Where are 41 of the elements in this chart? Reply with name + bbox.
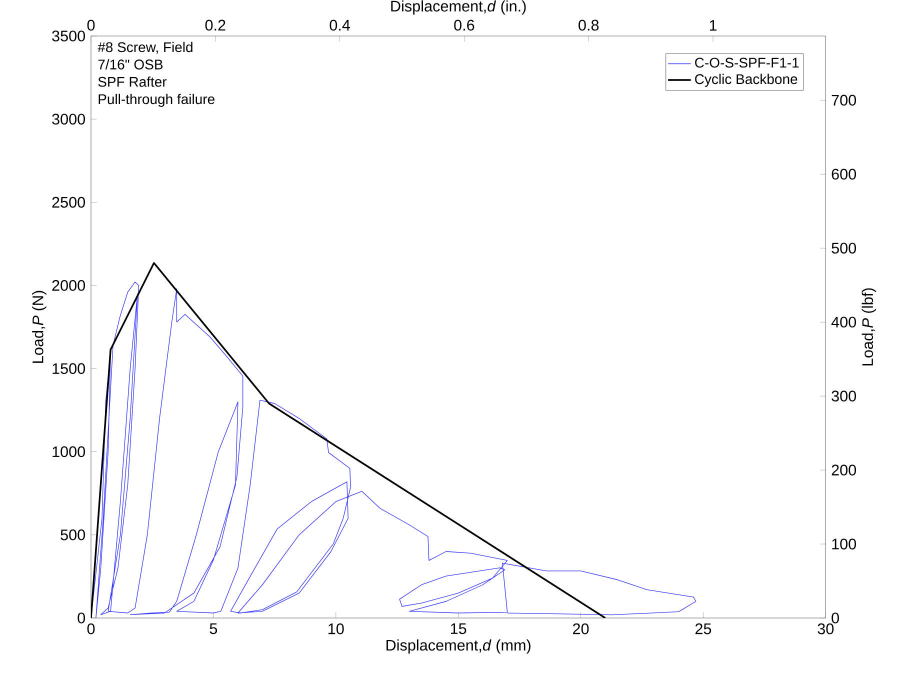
x-tick-label: 10 [328,623,344,634]
annotation: 7/16" OSB [98,59,163,70]
y2-tick-label: 300 [832,390,856,402]
y-tick-label: 2500 [52,196,86,208]
y2-tick-label: 700 [832,94,856,106]
y-tick-label: 3500 [52,30,86,42]
y2-tick-label: 0 [832,612,839,624]
x2-tick-label: 0 [87,20,95,31]
x-axis-title: Displacement,d (mm) [386,639,530,654]
x-tick-label: 0 [87,623,95,634]
y-tick-label: 2000 [52,280,86,291]
y-tick-label: 1000 [52,446,86,458]
legend-label: C-O-S-SPF-F1-1 [695,58,799,68]
x2-tick-label: 1 [710,20,717,31]
x2-tick-label: 0.6 [454,20,474,31]
legend-label: Cyclic Backbone [695,74,798,87]
annotation: SPF Rafter [98,76,167,87]
annotation: Pull-through failure [98,94,214,107]
x-tick-label: 20 [573,623,589,634]
y-tick-label: 1500 [52,363,86,374]
y2-tick-label: 400 [831,316,856,328]
y2-tick-label: 500 [832,242,856,254]
y2-axis-title: Load,P (lbf) [862,288,876,366]
y-tick-label: 0 [78,612,86,624]
y-tick-label: 3000 [52,114,86,125]
y2-tick-label: 600 [832,168,856,180]
y-tick-label: 500 [60,529,86,540]
x2-tick-label: 0.2 [205,20,226,31]
y-axis-title: Load,P (N) [32,290,46,363]
x-tick-label: 30 [818,623,834,634]
x2-tick-label: 0.4 [330,20,350,31]
line-series [91,282,696,618]
x2-axis-title: Displacement,d (in.) [391,0,526,15]
line-series [91,262,606,618]
x-tick-label: 25 [695,623,712,634]
x-tick-label: 5 [210,623,218,634]
y2-tick-label: 100 [832,538,856,550]
y2-tick-label: 200 [832,464,856,476]
annotation: #8 Screw, Field [98,42,192,54]
x2-tick-label: 0.8 [578,20,599,31]
x-tick-label: 15 [450,623,466,634]
